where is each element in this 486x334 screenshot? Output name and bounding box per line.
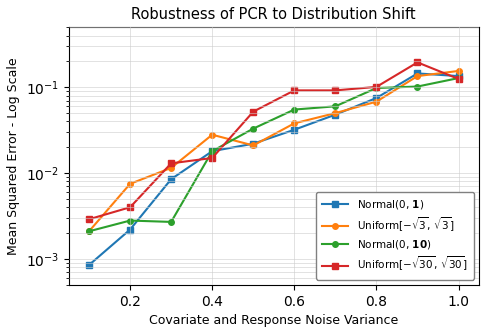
Title: Robustness of PCR to Distribution Shift: Robustness of PCR to Distribution Shift: [132, 7, 416, 22]
Uniform$[-\sqrt{30},\, \sqrt{30}]$: [292, 89, 297, 93]
Uniform$[-\sqrt{30},\, \sqrt{30}]$: [332, 89, 338, 93]
Line: Uniform$[-\sqrt{30},\, \sqrt{30}]$: Uniform$[-\sqrt{30},\, \sqrt{30}]$: [87, 59, 461, 222]
Normal(0, $\mathbf{1}$): [250, 142, 256, 146]
Uniform$[-\sqrt{3},\, \sqrt{3}]$: [374, 100, 380, 104]
Uniform$[-\sqrt{30},\, \sqrt{30}]$: [209, 156, 215, 160]
Normal(0, $\mathbf{1}$): [127, 227, 133, 231]
Uniform$[-\sqrt{30},\, \sqrt{30}]$: [415, 60, 420, 64]
Uniform$[-\sqrt{30},\, \sqrt{30}]$: [86, 217, 92, 221]
Uniform$[-\sqrt{3},\, \sqrt{3}]$: [455, 69, 461, 73]
Normal(0, $\mathbf{1}$): [209, 149, 215, 153]
Uniform$[-\sqrt{3},\, \sqrt{3}]$: [127, 182, 133, 186]
Uniform$[-\sqrt{3},\, \sqrt{3}]$: [250, 143, 256, 147]
Uniform$[-\sqrt{30},\, \sqrt{30}]$: [455, 77, 461, 81]
Normal(0, $\mathbf{10}$): [332, 104, 338, 108]
Normal(0, $\mathbf{1}$): [86, 263, 92, 267]
Uniform$[-\sqrt{3},\, \sqrt{3}]$: [168, 166, 174, 170]
Uniform$[-\sqrt{3},\, \sqrt{3}]$: [332, 111, 338, 115]
Normal(0, $\mathbf{10}$): [292, 108, 297, 112]
Normal(0, $\mathbf{10}$): [415, 85, 420, 89]
Normal(0, $\mathbf{1}$): [415, 71, 420, 75]
Normal(0, $\mathbf{10}$): [86, 229, 92, 233]
Uniform$[-\sqrt{3},\, \sqrt{3}]$: [209, 133, 215, 137]
Uniform$[-\sqrt{3},\, \sqrt{3}]$: [292, 121, 297, 125]
Normal(0, $\mathbf{10}$): [209, 149, 215, 153]
Normal(0, $\mathbf{1}$): [292, 128, 297, 132]
X-axis label: Covariate and Response Noise Variance: Covariate and Response Noise Variance: [149, 314, 399, 327]
Legend: Normal(0, $\mathbf{1}$), Uniform$[-\sqrt{3},\, \sqrt{3}]$, Normal(0, $\mathbf{10: Normal(0, $\mathbf{1}$), Uniform$[-\sqrt…: [316, 192, 474, 280]
Normal(0, $\mathbf{1}$): [332, 113, 338, 117]
Normal(0, $\mathbf{10}$): [127, 218, 133, 222]
Normal(0, $\mathbf{10}$): [455, 76, 461, 80]
Line: Normal(0, $\mathbf{1}$): Normal(0, $\mathbf{1}$): [87, 71, 461, 268]
Normal(0, $\mathbf{1}$): [374, 96, 380, 100]
Line: Normal(0, $\mathbf{10}$): Normal(0, $\mathbf{10}$): [87, 75, 461, 234]
Normal(0, $\mathbf{1}$): [168, 177, 174, 181]
Uniform$[-\sqrt{30},\, \sqrt{30}]$: [127, 205, 133, 209]
Uniform$[-\sqrt{30},\, \sqrt{30}]$: [250, 110, 256, 114]
Uniform$[-\sqrt{30},\, \sqrt{30}]$: [374, 85, 380, 89]
Normal(0, $\mathbf{10}$): [250, 127, 256, 131]
Uniform$[-\sqrt{3},\, \sqrt{3}]$: [86, 229, 92, 233]
Normal(0, $\mathbf{10}$): [374, 86, 380, 90]
Normal(0, $\mathbf{10}$): [168, 220, 174, 224]
Uniform$[-\sqrt{30},\, \sqrt{30}]$: [168, 161, 174, 165]
Uniform$[-\sqrt{3},\, \sqrt{3}]$: [415, 74, 420, 78]
Line: Uniform$[-\sqrt{3},\, \sqrt{3}]$: Uniform$[-\sqrt{3},\, \sqrt{3}]$: [87, 68, 461, 234]
Normal(0, $\mathbf{1}$): [455, 74, 461, 78]
Y-axis label: Mean Squared Error - Log Scale: Mean Squared Error - Log Scale: [7, 57, 20, 255]
